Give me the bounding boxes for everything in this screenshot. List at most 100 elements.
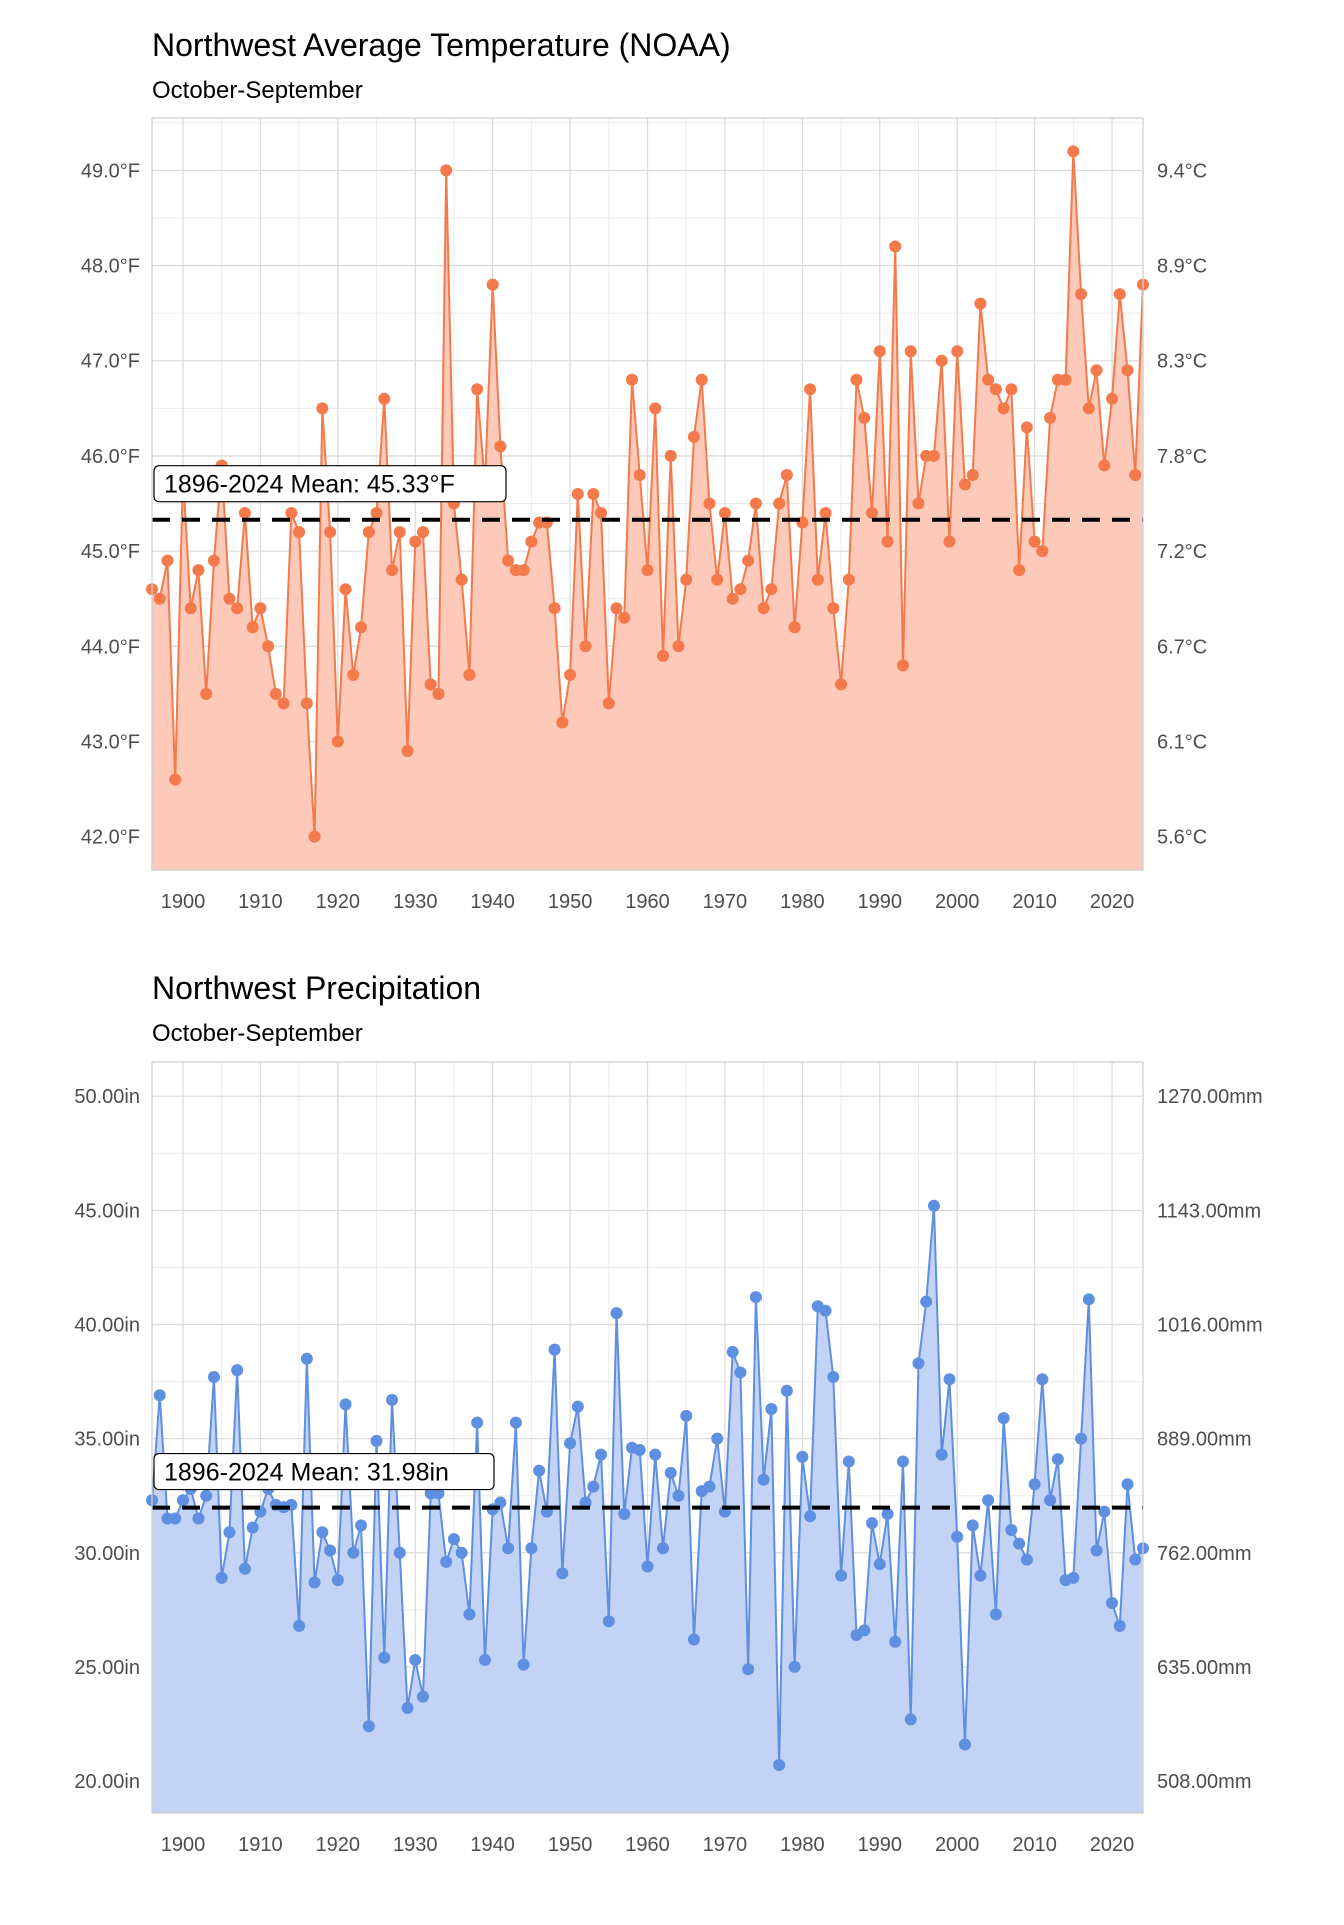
data-point [835, 1569, 848, 1582]
x-tick-label: 1930 [393, 1834, 438, 1856]
data-point [254, 602, 267, 615]
y-tick-label-right: 1016.00mm [1157, 1315, 1263, 1337]
data-point [982, 1494, 995, 1507]
data-point [827, 1371, 840, 1384]
data-point [1098, 459, 1111, 472]
data-point [378, 392, 391, 405]
x-tick-label: 1920 [316, 891, 361, 913]
data-point [238, 1562, 251, 1575]
y-tick-label-left: 25.00in [74, 1657, 140, 1679]
data-point [827, 602, 840, 615]
data-point [316, 402, 329, 415]
y-tick-label-right: 1270.00mm [1157, 1086, 1263, 1108]
data-point [1051, 1453, 1064, 1466]
data-point [471, 1416, 484, 1429]
data-point [509, 1416, 522, 1429]
data-point [966, 468, 979, 481]
data-point [308, 1576, 321, 1589]
data-point [1059, 373, 1072, 386]
data-point [169, 773, 182, 786]
data-point [200, 1489, 213, 1502]
data-point [626, 373, 639, 386]
data-point [649, 1448, 662, 1461]
data-point [680, 573, 693, 586]
data-point [858, 1624, 871, 1637]
data-point [440, 164, 453, 177]
data-point [773, 1759, 786, 1772]
data-point [974, 1569, 987, 1582]
data-point [548, 1343, 561, 1356]
data-point [602, 697, 615, 710]
data-point [819, 1304, 832, 1317]
data-point [564, 1437, 577, 1450]
data-point [904, 345, 917, 358]
x-tick-label: 1920 [316, 1834, 361, 1856]
y-tick-label-left: 45.00in [74, 1200, 140, 1222]
data-point [1036, 545, 1049, 558]
data-point [610, 1307, 623, 1320]
data-point [293, 1619, 306, 1632]
data-point [703, 497, 716, 510]
data-point [486, 278, 499, 291]
y-tick-label-left: 46.0°F [81, 446, 140, 468]
data-point [935, 354, 948, 367]
x-tick-label: 2000 [935, 891, 980, 913]
y-tick-label-right: 7.2°C [1157, 541, 1207, 563]
data-point [804, 383, 817, 396]
data-point [455, 1546, 468, 1559]
data-point [1067, 1571, 1080, 1584]
chart-title: Northwest Precipitation [152, 970, 481, 1006]
data-point [718, 507, 731, 520]
data-point [1090, 1544, 1103, 1557]
data-point [478, 1654, 491, 1667]
data-point [757, 1473, 770, 1486]
data-point [966, 1519, 979, 1532]
data-point [842, 1455, 855, 1468]
data-point [463, 1608, 476, 1621]
data-point [556, 716, 569, 729]
data-point [618, 1507, 631, 1520]
y-tick-label-left: 49.0°F [81, 160, 140, 182]
data-point [153, 592, 166, 605]
data-point [1098, 1505, 1111, 1518]
data-point [1020, 421, 1033, 434]
series-area [152, 151, 1143, 870]
y-tick-label-left: 30.00in [74, 1543, 140, 1565]
data-point [1013, 564, 1026, 577]
data-point [579, 640, 592, 653]
y-tick-label-left: 47.0°F [81, 351, 140, 373]
x-tick-label: 1940 [470, 1834, 515, 1856]
data-point [873, 345, 886, 358]
data-point [633, 468, 646, 481]
data-point [866, 1517, 879, 1530]
y-tick-label-left: 45.0°F [81, 541, 140, 563]
data-point [850, 373, 863, 386]
data-point [881, 535, 894, 548]
data-point [571, 1400, 584, 1413]
x-tick-label: 2020 [1090, 891, 1135, 913]
data-point [362, 526, 375, 539]
data-point [1129, 468, 1142, 481]
data-point [912, 497, 925, 510]
data-point [153, 1389, 166, 1402]
data-point [269, 687, 282, 700]
data-point [517, 564, 530, 577]
data-point [873, 1558, 886, 1571]
data-point [347, 1546, 360, 1559]
x-tick-label: 1900 [161, 1834, 206, 1856]
data-point [393, 526, 406, 539]
y-tick-label-right: 5.6°C [1157, 827, 1207, 849]
data-point [656, 1542, 669, 1555]
data-point [811, 573, 824, 586]
data-point [765, 583, 778, 596]
data-point [324, 526, 337, 539]
data-point [1121, 1478, 1134, 1491]
data-point [773, 497, 786, 510]
data-point [974, 297, 987, 310]
data-point [587, 1480, 600, 1493]
data-point [664, 449, 677, 462]
data-point [1075, 288, 1088, 301]
y-tick-label-left: 35.00in [74, 1429, 140, 1451]
data-point [1113, 1619, 1126, 1632]
x-tick-label: 1980 [780, 891, 825, 913]
